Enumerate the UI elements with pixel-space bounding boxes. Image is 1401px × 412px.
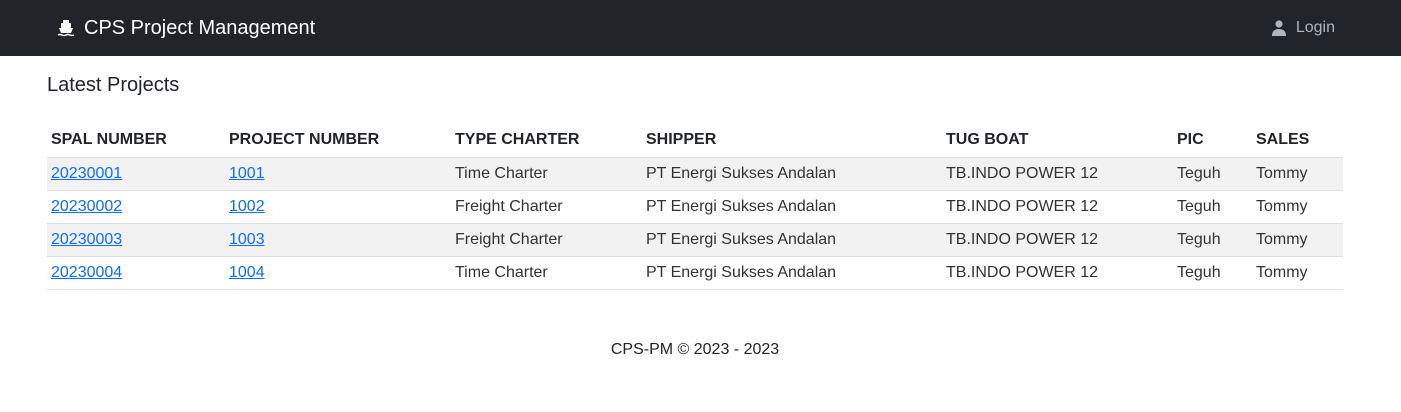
cell-shipper: PT Energi Sukses Andalan (642, 256, 942, 290)
cell-project-number: 1002 (225, 190, 451, 224)
login-label: Login (1295, 19, 1335, 36)
brand-link[interactable]: CPS Project Management (57, 17, 315, 40)
table-row: 20230001 1001 Time Charter PT Energi Suk… (47, 157, 1343, 191)
user-icon (1271, 20, 1286, 36)
cell-spal-number: 20230001 (47, 157, 225, 191)
column-header-shipper: SHIPPER (642, 125, 942, 158)
cell-project-number: 1004 (225, 256, 451, 290)
project-number-link[interactable]: 1004 (229, 264, 265, 281)
cell-type-charter: Freight Charter (451, 223, 642, 257)
cell-type-charter: Time Charter (451, 157, 642, 191)
project-number-link[interactable]: 1001 (229, 165, 265, 182)
spal-number-link[interactable]: 20230002 (51, 198, 123, 215)
cell-shipper: PT Energi Sukses Andalan (642, 223, 942, 257)
project-number-link[interactable]: 1003 (229, 231, 265, 248)
main-content: Latest Projects SPAL NUMBER PROJECT NUMB… (0, 73, 1401, 359)
project-number-link[interactable]: 1002 (229, 198, 265, 215)
cell-pic: Teguh (1173, 157, 1252, 191)
page-title: Latest Projects (47, 74, 180, 96)
footer-copyright: CPS-PM © 2023 - 2023 (610, 341, 780, 358)
cell-spal-number: 20230002 (47, 190, 225, 224)
cell-type-charter: Freight Charter (451, 190, 642, 224)
login-link[interactable]: Login (1271, 19, 1335, 37)
cell-tug-boat: TB.INDO POWER 12 (942, 157, 1173, 191)
cell-sales: Tommy (1252, 256, 1343, 290)
column-header-project-number: PROJECT NUMBER (225, 125, 451, 158)
cell-shipper: PT Energi Sukses Andalan (642, 190, 942, 224)
column-header-type-charter: TYPE CHARTER (451, 125, 642, 158)
cell-pic: Teguh (1173, 190, 1252, 224)
ship-icon (57, 19, 75, 37)
cell-spal-number: 20230003 (47, 223, 225, 257)
cell-sales: Tommy (1252, 190, 1343, 224)
column-header-sales: SALES (1252, 125, 1343, 158)
column-header-pic: PIC (1173, 125, 1252, 158)
spal-number-link[interactable]: 20230001 (51, 165, 123, 182)
table-header-row: SPAL NUMBER PROJECT NUMBER TYPE CHARTER … (47, 125, 1343, 158)
column-header-spal-number: SPAL NUMBER (47, 125, 225, 158)
projects-table: SPAL NUMBER PROJECT NUMBER TYPE CHARTER … (47, 125, 1343, 290)
cell-tug-boat: TB.INDO POWER 12 (942, 223, 1173, 257)
cell-shipper: PT Energi Sukses Andalan (642, 157, 942, 191)
column-header-tug-boat: TUG BOAT (942, 125, 1173, 158)
navbar: CPS Project Management Login (0, 0, 1401, 56)
table-row: 20230004 1004 Time Charter PT Energi Suk… (47, 256, 1343, 290)
cell-sales: Tommy (1252, 157, 1343, 191)
cell-type-charter: Time Charter (451, 256, 642, 290)
cell-spal-number: 20230004 (47, 256, 225, 290)
brand-label: CPS Project Management (84, 16, 316, 39)
cell-pic: Teguh (1173, 223, 1252, 257)
spal-number-link[interactable]: 20230004 (51, 264, 123, 281)
cell-project-number: 1003 (225, 223, 451, 257)
cell-project-number: 1001 (225, 157, 451, 191)
spal-number-link[interactable]: 20230003 (51, 231, 123, 248)
table-row: 20230002 1002 Freight Charter PT Energi … (47, 190, 1343, 224)
table-row: 20230003 1003 Freight Charter PT Energi … (47, 223, 1343, 257)
cell-pic: Teguh (1173, 256, 1252, 290)
cell-tug-boat: TB.INDO POWER 12 (942, 190, 1173, 224)
cell-sales: Tommy (1252, 223, 1343, 257)
cell-tug-boat: TB.INDO POWER 12 (942, 256, 1173, 290)
